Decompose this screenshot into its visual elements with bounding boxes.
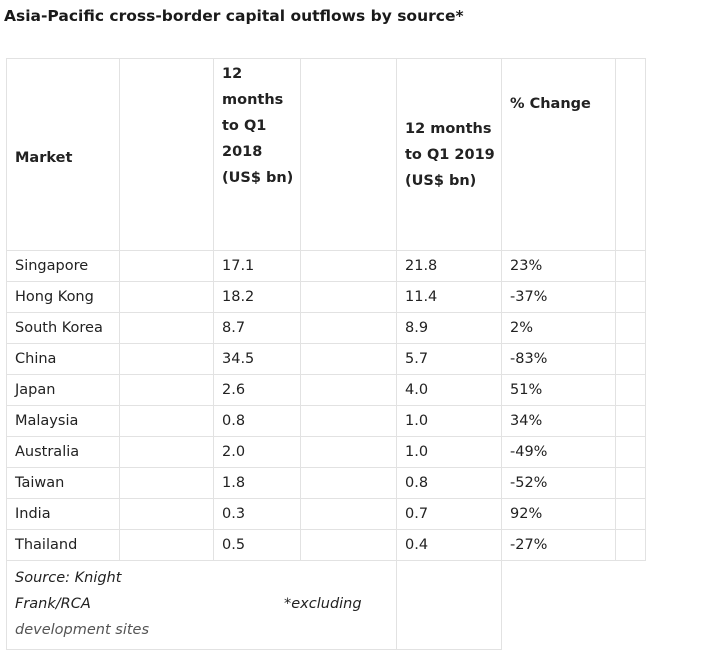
cell-spacer	[300, 405, 397, 437]
cell-spacer	[300, 343, 397, 375]
capital-outflows-table: Market 12 months to Q1 2018 (US$ bn) 12 …	[6, 58, 646, 650]
header-2019: 12 months to Q1 2019 (US$ bn)	[396, 58, 502, 251]
source-note: Source: Knight Frank/RCA development site…	[6, 560, 397, 650]
cell-change: 23%	[501, 250, 616, 282]
cell-spacer	[119, 498, 214, 530]
cell-2019: 5.7	[396, 343, 502, 375]
header-change: % Change	[501, 58, 616, 251]
source-empty	[502, 561, 646, 650]
cell-change: 34%	[501, 405, 616, 437]
cell-change: -49%	[501, 436, 616, 468]
cell-spacer	[615, 250, 646, 282]
cell-spacer	[119, 250, 214, 282]
cell-spacer	[615, 529, 646, 561]
cell-change: 51%	[501, 374, 616, 406]
cell-spacer	[119, 529, 214, 561]
cell-market: Hong Kong	[6, 281, 120, 313]
cell-change: -83%	[501, 343, 616, 375]
cell-spacer	[615, 312, 646, 344]
cell-spacer	[119, 312, 214, 344]
table-row: Taiwan 1.8 0.8 -52%	[6, 467, 646, 499]
table-row: Malaysia 0.8 1.0 34%	[6, 405, 646, 437]
cell-change: -27%	[501, 529, 616, 561]
source-tail: development sites	[15, 622, 150, 638]
cell-spacer	[615, 374, 646, 406]
excluding-note: *excluding	[284, 596, 362, 612]
cell-2018: 2.6	[213, 374, 301, 406]
cell-spacer	[119, 374, 214, 406]
cell-spacer	[615, 498, 646, 530]
cell-market: Taiwan	[6, 467, 120, 499]
table-row: China 34.5 5.7 -83%	[6, 343, 646, 375]
cell-change: -52%	[501, 467, 616, 499]
source-text: Source: Knight Frank/RCA	[15, 570, 122, 612]
cell-2018: 17.1	[213, 250, 301, 282]
cell-spacer	[119, 343, 214, 375]
header-spacer	[300, 58, 397, 251]
header-market: Market	[6, 58, 120, 251]
cell-change: 2%	[501, 312, 616, 344]
cell-spacer	[119, 467, 214, 499]
cell-market: Japan	[6, 374, 120, 406]
cell-2019: 8.9	[396, 312, 502, 344]
table-row: Singapore 17.1 21.8 23%	[6, 250, 646, 282]
cell-2019: 1.0	[396, 436, 502, 468]
cell-spacer	[300, 250, 397, 282]
cell-spacer	[300, 281, 397, 313]
cell-2018: 18.2	[213, 281, 301, 313]
table-title: Asia-Pacific cross-border capital outflo…	[4, 7, 464, 25]
cell-spacer	[119, 405, 214, 437]
cell-2018: 34.5	[213, 343, 301, 375]
cell-2019: 4.0	[396, 374, 502, 406]
cell-spacer	[119, 281, 214, 313]
cell-spacer	[300, 498, 397, 530]
cell-change: -37%	[501, 281, 616, 313]
header-row: Market 12 months to Q1 2018 (US$ bn) 12 …	[6, 58, 646, 251]
cell-2019: 0.7	[396, 498, 502, 530]
cell-2018: 1.8	[213, 467, 301, 499]
table-row: Thailand 0.5 0.4 -27%	[6, 529, 646, 561]
source-spacer	[396, 560, 502, 650]
cell-2018: 8.7	[213, 312, 301, 344]
cell-market: Australia	[6, 436, 120, 468]
cell-2019: 0.4	[396, 529, 502, 561]
cell-2018: 0.3	[213, 498, 301, 530]
cell-market: India	[6, 498, 120, 530]
header-spacer	[615, 58, 646, 251]
cell-spacer	[300, 467, 397, 499]
cell-spacer	[119, 436, 214, 468]
cell-2019: 11.4	[396, 281, 502, 313]
cell-spacer	[300, 436, 397, 468]
cell-spacer	[300, 374, 397, 406]
header-2018: 12 months to Q1 2018 (US$ bn)	[213, 58, 301, 251]
cell-spacer	[300, 529, 397, 561]
table-row: Australia 2.0 1.0 -49%	[6, 436, 646, 468]
cell-2018: 2.0	[213, 436, 301, 468]
cell-spacer	[300, 312, 397, 344]
table-row: South Korea 8.7 8.9 2%	[6, 312, 646, 344]
cell-spacer	[615, 405, 646, 437]
cell-2018: 0.5	[213, 529, 301, 561]
cell-2019: 0.8	[396, 467, 502, 499]
table-row: India 0.3 0.7 92%	[6, 498, 646, 530]
cell-spacer	[615, 467, 646, 499]
cell-spacer	[615, 436, 646, 468]
cell-2019: 21.8	[396, 250, 502, 282]
cell-spacer	[615, 281, 646, 313]
cell-2018: 0.8	[213, 405, 301, 437]
cell-2019: 1.0	[396, 405, 502, 437]
header-spacer	[119, 58, 214, 251]
table-row: Japan 2.6 4.0 51%	[6, 374, 646, 406]
table-row: Hong Kong 18.2 11.4 -37%	[6, 281, 646, 313]
cell-market: Singapore	[6, 250, 120, 282]
cell-change: 92%	[501, 498, 616, 530]
cell-market: Thailand	[6, 529, 120, 561]
cell-market: South Korea	[6, 312, 120, 344]
cell-spacer	[615, 343, 646, 375]
cell-market: Malaysia	[6, 405, 120, 437]
source-row: Source: Knight Frank/RCA development site…	[6, 560, 646, 650]
cell-market: China	[6, 343, 120, 375]
